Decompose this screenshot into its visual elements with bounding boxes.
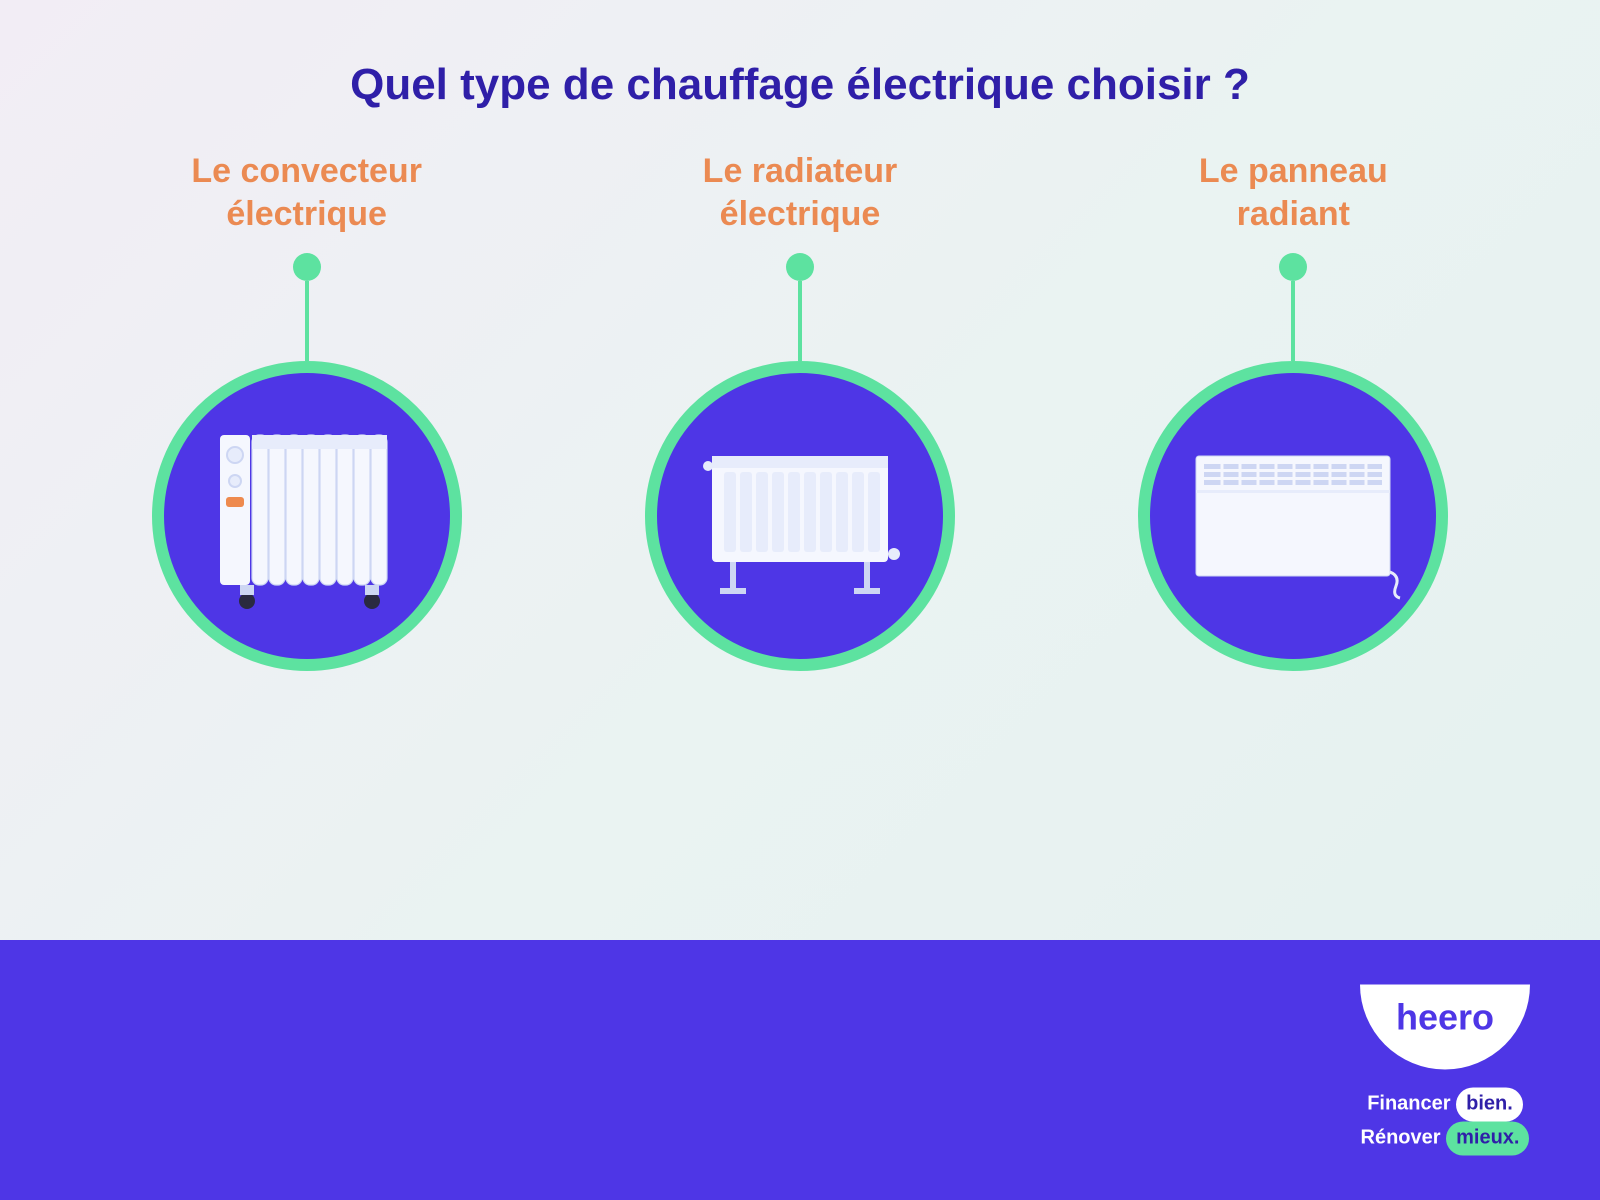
item-radiator-circle <box>645 361 955 671</box>
connector-line <box>305 281 309 361</box>
brand-tagline: Financer bien. Rénover mieux. <box>1361 1088 1530 1156</box>
item-radiator-label: Le radiateur électrique <box>703 150 898 235</box>
connector-line <box>1291 281 1295 361</box>
item-radiant: Le panneau radiant <box>1083 150 1503 671</box>
item-convector-circle <box>152 361 462 671</box>
tagline-pill-bien: bien. <box>1456 1088 1523 1122</box>
tagline-line-1-prefix: Financer <box>1367 1093 1456 1115</box>
brand-logo-bowl: heero <box>1360 985 1530 1070</box>
connector-dot <box>786 253 814 281</box>
infographic-canvas: Quel type de chauffage électrique choisi… <box>0 0 1600 1200</box>
page-title: Quel type de chauffage électrique choisi… <box>0 0 1600 110</box>
radiant-panel-icon <box>1178 426 1408 606</box>
oil-radiator-icon <box>202 411 412 621</box>
connector-dot <box>1279 253 1307 281</box>
item-radiant-circle <box>1138 361 1448 671</box>
tagline-line-2: Rénover mieux. <box>1361 1122 1530 1156</box>
tagline-pill-mieux: mieux. <box>1446 1122 1529 1156</box>
tagline-line-2-prefix: Rénover <box>1361 1127 1447 1149</box>
panel-radiator-icon <box>690 416 910 616</box>
connector-line <box>798 281 802 361</box>
item-radiant-label: Le panneau radiant <box>1199 150 1388 235</box>
item-convector: Le convecteur électrique <box>97 150 517 671</box>
brand-name: heero <box>1396 997 1494 1039</box>
items-row: Le convecteur électrique <box>0 110 1600 671</box>
tagline-line-1: Financer bien. <box>1361 1088 1530 1122</box>
item-convector-label: Le convecteur électrique <box>191 150 422 235</box>
connector-dot <box>293 253 321 281</box>
footer-bar: heero Financer bien. Rénover mieux. <box>0 940 1600 1200</box>
brand-block: heero Financer bien. Rénover mieux. <box>1360 985 1530 1156</box>
item-radiator: Le radiateur électrique <box>590 150 1010 671</box>
